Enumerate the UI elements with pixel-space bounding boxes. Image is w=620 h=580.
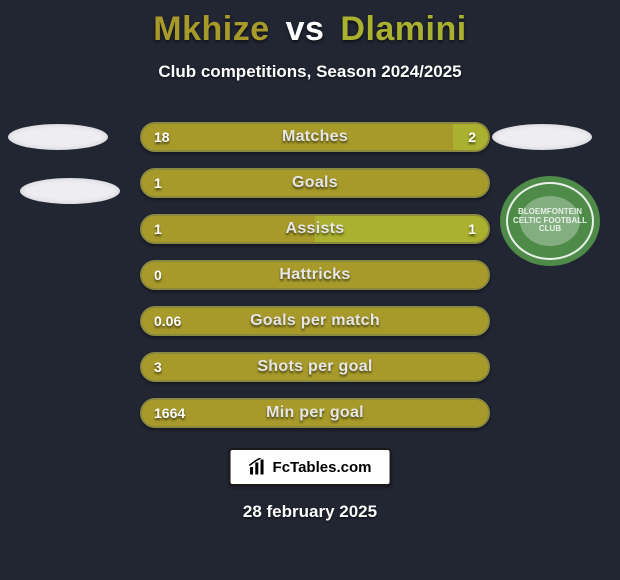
stat-row: 0.06Goals per match	[140, 306, 490, 336]
stat-row: 1664Min per goal	[140, 398, 490, 428]
player1-marker-2	[20, 178, 120, 204]
club-badge-text: BLOEMFONTEIN CELTIC FOOTBALL CLUB	[500, 208, 600, 234]
stat-row: 11Assists	[140, 214, 490, 244]
bars-icon	[249, 458, 267, 476]
stat-row: 182Matches	[140, 122, 490, 152]
footer-date: 28 february 2025	[0, 502, 620, 522]
stat-row: 3Shots per goal	[140, 352, 490, 382]
title-player1: Mkhize	[153, 10, 269, 48]
stat-label: Goals	[142, 170, 488, 196]
source-chip-text: FcTables.com	[273, 459, 372, 476]
player2-marker-1	[492, 124, 592, 150]
club-badge: BLOEMFONTEIN CELTIC FOOTBALL CLUB	[500, 176, 600, 266]
title-vs: vs	[286, 10, 325, 48]
stat-label: Shots per goal	[142, 354, 488, 380]
stat-label: Min per goal	[142, 400, 488, 426]
subtitle: Club competitions, Season 2024/2025	[0, 62, 620, 82]
stat-label: Matches	[142, 124, 488, 150]
stat-label: Assists	[142, 216, 488, 242]
stat-label: Goals per match	[142, 308, 488, 334]
stat-row: 0Hattricks	[140, 260, 490, 290]
player1-marker-1	[8, 124, 108, 150]
comparison-infographic: Mkhize vs Dlamini Club competitions, Sea…	[0, 0, 620, 580]
stat-row: 1Goals	[140, 168, 490, 198]
title-player2: Dlamini	[340, 10, 466, 48]
title: Mkhize vs Dlamini	[0, 10, 620, 49]
stats-bars: 182Matches 1Goals 11Assists 0Hattricks 0.06G…	[140, 122, 490, 444]
source-chip: FcTables.com	[229, 448, 392, 486]
stat-label: Hattricks	[142, 262, 488, 288]
